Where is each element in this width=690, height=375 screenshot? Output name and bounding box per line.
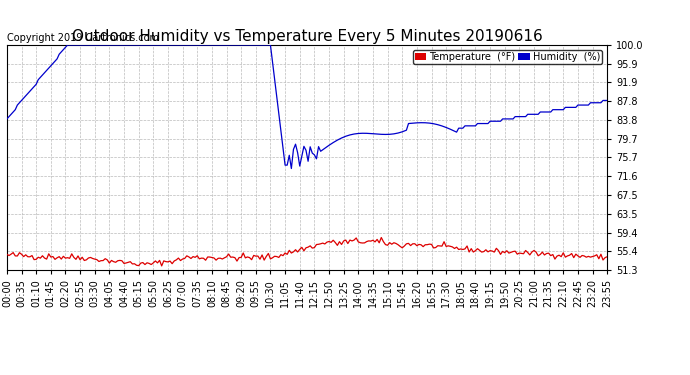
Text: Copyright 2019 Cartronics.com: Copyright 2019 Cartronics.com [7,33,159,43]
Legend: Temperature  (°F), Humidity  (%): Temperature (°F), Humidity (%) [413,50,602,64]
Title: Outdoor Humidity vs Temperature Every 5 Minutes 20190616: Outdoor Humidity vs Temperature Every 5 … [72,29,542,44]
